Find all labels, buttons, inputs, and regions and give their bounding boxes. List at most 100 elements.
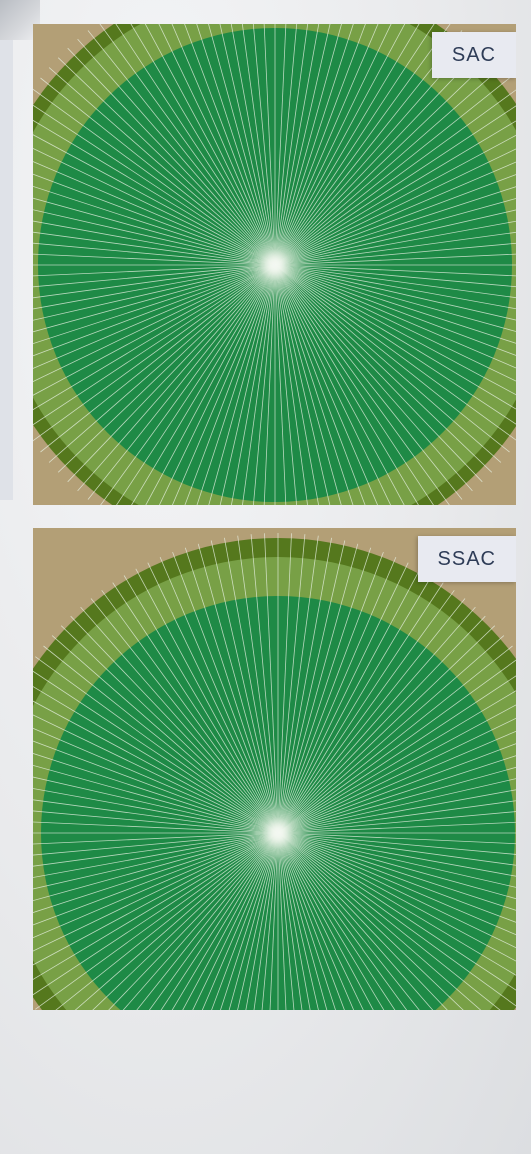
spoke	[130, 24, 276, 266]
spoke	[148, 832, 279, 1010]
spoke	[269, 832, 279, 1010]
spoke	[274, 264, 516, 425]
spoke	[33, 832, 279, 939]
spoke	[277, 582, 444, 834]
ssac-pivot-field-graphic	[33, 528, 516, 1010]
spoke	[33, 832, 279, 890]
spoke	[87, 264, 276, 500]
spoke	[33, 264, 276, 369]
spoke	[33, 264, 276, 333]
spoke	[274, 264, 493, 473]
spoke	[33, 700, 279, 834]
spoke	[43, 645, 279, 834]
spoke	[57, 57, 276, 266]
spoke	[237, 535, 279, 834]
spoke	[277, 730, 516, 834]
spoke	[116, 264, 276, 505]
spoke	[33, 714, 279, 834]
spoke	[33, 185, 276, 266]
side-panel-edge	[0, 40, 13, 500]
spoke	[197, 543, 279, 834]
ssac-irrigation-panel: SSAC	[33, 528, 516, 1010]
spoke	[277, 533, 292, 834]
spoke	[33, 686, 279, 834]
spoke	[274, 264, 419, 505]
spoke	[274, 264, 354, 505]
spoke	[277, 590, 455, 834]
spoke	[274, 231, 516, 266]
spoke	[277, 832, 516, 976]
spoke	[77, 264, 276, 492]
spoke	[263, 264, 276, 505]
spoke	[277, 568, 421, 834]
spoke	[184, 24, 276, 266]
spoke	[274, 148, 516, 266]
spoke	[274, 47, 483, 266]
spoke	[277, 832, 396, 1010]
spoke	[219, 264, 276, 505]
spoke	[33, 821, 279, 834]
spoke	[274, 264, 516, 441]
spoke	[33, 670, 279, 834]
spoke	[87, 30, 276, 266]
spoke	[277, 625, 496, 834]
spoke	[277, 606, 476, 834]
spoke	[274, 264, 516, 356]
spoke	[277, 832, 516, 888]
spoke	[274, 264, 405, 505]
spoke	[33, 88, 276, 266]
spoke	[182, 832, 279, 1010]
spoke	[277, 615, 486, 834]
spoke	[274, 264, 463, 500]
spoke	[33, 264, 276, 288]
spoke	[33, 832, 279, 996]
spoke	[274, 264, 516, 299]
spoke	[277, 811, 516, 834]
spoke	[277, 540, 346, 834]
spoke	[277, 832, 319, 1010]
spoke	[219, 24, 276, 266]
spoke	[274, 24, 451, 266]
spoke	[277, 534, 306, 834]
spoke	[35, 656, 279, 834]
spoke	[224, 537, 279, 834]
spoke	[33, 832, 279, 926]
spoke	[277, 832, 295, 1010]
spoke	[241, 24, 276, 266]
spoke	[274, 264, 378, 505]
spoke	[172, 264, 276, 505]
spoke	[277, 635, 505, 834]
spoke	[33, 264, 276, 383]
spoke	[274, 186, 516, 266]
spoke	[184, 264, 276, 505]
spoke	[33, 776, 279, 834]
spoke	[33, 832, 279, 902]
spoke	[274, 264, 366, 505]
spoke	[274, 24, 366, 266]
spoke	[33, 832, 279, 878]
spoke	[210, 540, 279, 834]
spoke	[274, 264, 516, 332]
spoke	[33, 104, 276, 266]
spoke	[274, 264, 450, 505]
spoke	[48, 67, 276, 266]
spoke	[274, 198, 516, 266]
spoke	[112, 582, 279, 834]
spoke	[277, 832, 516, 949]
spoke	[60, 625, 279, 834]
spoke	[231, 264, 276, 505]
spoke	[33, 231, 276, 266]
spoke	[33, 197, 276, 266]
spoke	[144, 24, 276, 266]
spoke	[277, 832, 336, 1010]
spoke	[274, 264, 392, 505]
spoke	[277, 832, 516, 936]
spoke	[274, 264, 342, 505]
spoke	[274, 264, 516, 277]
spoke	[70, 615, 279, 834]
spoke	[147, 562, 279, 834]
spoke	[158, 264, 276, 505]
spoke	[277, 575, 433, 834]
spoke	[100, 264, 276, 505]
spoke	[253, 832, 279, 1010]
